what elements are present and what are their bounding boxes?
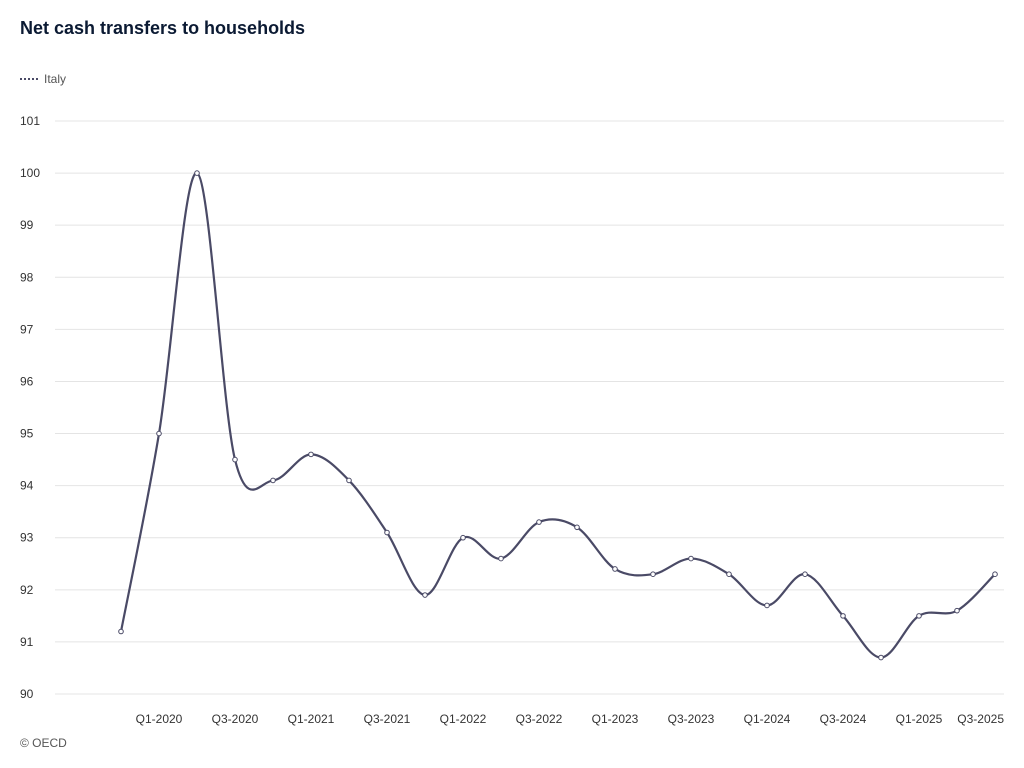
x-tick-label: Q3-2021 <box>364 712 411 726</box>
y-tick-label: 99 <box>20 218 34 232</box>
data-point[interactable] <box>536 519 542 525</box>
x-tick-label: Q3-2020 <box>212 712 259 726</box>
data-point[interactable] <box>232 456 238 463</box>
data-point[interactable] <box>878 654 884 661</box>
y-tick-label: 94 <box>20 479 34 493</box>
x-tick-label: Q1-2020 <box>136 712 183 726</box>
x-tick-label: Q3-2024 <box>820 712 867 726</box>
y-tick-label: 97 <box>20 322 34 336</box>
y-tick-label: 92 <box>20 583 34 597</box>
x-tick-label: Q1-2022 <box>440 712 487 726</box>
data-point[interactable] <box>954 607 960 614</box>
legend-swatch-icon <box>20 78 38 80</box>
copyright-footer: © OECD <box>20 736 67 750</box>
x-tick-label: Q3-2023 <box>668 712 715 726</box>
data-point[interactable] <box>194 170 200 176</box>
data-point[interactable] <box>156 430 162 437</box>
data-point[interactable] <box>802 571 808 577</box>
data-point[interactable] <box>612 566 618 572</box>
y-tick-label: 90 <box>20 687 34 701</box>
grid-layer <box>55 120 1004 695</box>
x-tick-label: Q3-2025 <box>957 712 1004 726</box>
series-line-italy[interactable] <box>119 171 996 659</box>
y-tick-label: 96 <box>20 374 34 388</box>
x-tick-label: Q1-2023 <box>592 712 639 726</box>
data-point[interactable] <box>460 534 466 541</box>
data-point[interactable] <box>574 524 580 531</box>
data-point[interactable] <box>346 477 352 484</box>
x-tick-label: Q1-2021 <box>288 712 335 726</box>
data-point[interactable] <box>118 628 124 635</box>
legend-label-italy: Italy <box>44 72 67 86</box>
chart-title: Net cash transfers to households <box>20 18 306 38</box>
data-point[interactable] <box>688 555 694 562</box>
x-axis: Q1-2020 Q3-2020 Q1-2021 Q3-2021 Q1-2022 Q3-20… <box>136 712 1005 726</box>
y-axis: 90 91 92 93 94 95 96 97 98 99 100 101 <box>20 114 40 701</box>
data-point[interactable] <box>308 451 314 458</box>
data-point[interactable] <box>992 571 998 577</box>
data-point[interactable] <box>270 477 276 484</box>
data-point[interactable] <box>840 613 846 619</box>
y-tick-label: 95 <box>20 427 34 441</box>
x-tick-label: Q1-2025 <box>896 712 943 726</box>
y-tick-label: 101 <box>20 114 40 128</box>
data-point[interactable] <box>726 571 732 577</box>
y-tick-label: 100 <box>20 166 40 180</box>
data-point[interactable] <box>498 555 504 562</box>
y-tick-label: 91 <box>20 635 34 649</box>
x-tick-label: Q3-2022 <box>516 712 563 726</box>
data-point[interactable] <box>650 571 656 577</box>
y-tick-label: 93 <box>20 531 34 545</box>
data-point[interactable] <box>422 592 428 598</box>
data-point[interactable] <box>916 613 922 619</box>
series-points-italy <box>118 170 998 661</box>
data-point[interactable] <box>384 529 390 536</box>
y-tick-label: 98 <box>20 270 34 284</box>
x-tick-label: Q1-2024 <box>744 712 791 726</box>
legend[interactable]: Italy <box>20 72 66 86</box>
data-point[interactable] <box>764 602 770 609</box>
